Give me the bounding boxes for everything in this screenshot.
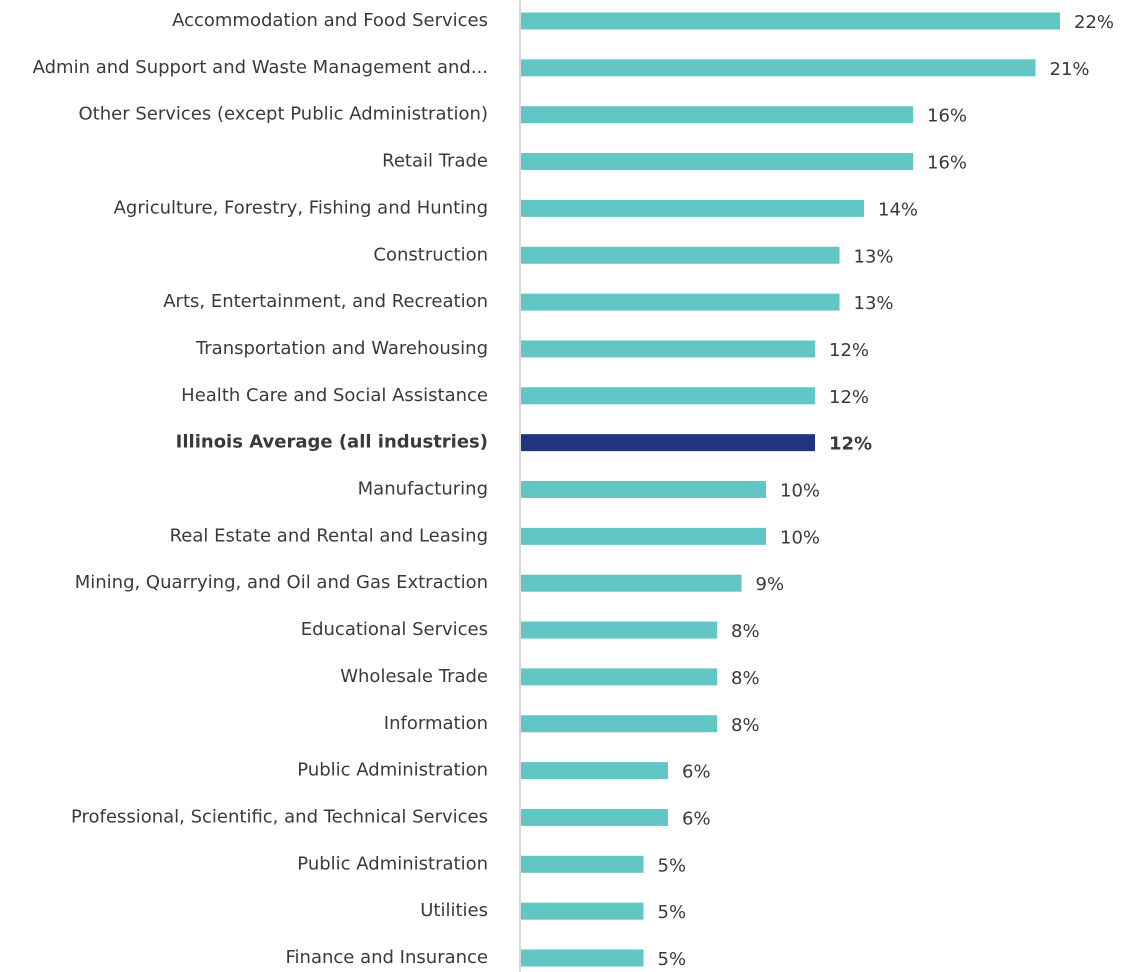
category-label: Health Care and Social Assistance [181, 385, 488, 406]
bar [521, 481, 766, 498]
value-label: 5% [658, 902, 687, 923]
bar [521, 855, 644, 873]
value-label: 16% [927, 153, 967, 174]
category-label: Public Administration [297, 853, 488, 874]
bar [521, 199, 864, 217]
category-label: Manufacturing [358, 479, 488, 500]
bar [521, 808, 668, 826]
value-label: 12% [829, 387, 869, 408]
value-label: 5% [658, 855, 687, 876]
category-label: Mining, Quarrying, and Oil and Gas Extra… [75, 572, 488, 593]
category-label: Illinois Average (all industries) [176, 432, 488, 453]
category-label: Construction [373, 244, 488, 265]
category-label: Professional, Scientific, and Technical … [71, 806, 488, 827]
bar [521, 574, 742, 592]
category-label: Finance and Insurance [286, 947, 488, 968]
category-label: Information [384, 713, 488, 734]
category-label: Arts, Entertainment, and Recreation [163, 291, 488, 312]
bar [521, 715, 717, 733]
value-label: 8% [731, 621, 760, 642]
bar [521, 527, 766, 545]
bar [521, 668, 717, 686]
value-label: 5% [658, 949, 687, 970]
value-label: 22% [1074, 12, 1114, 33]
value-label: 13% [854, 246, 894, 267]
category-label: Other Services (except Public Administra… [79, 104, 488, 125]
value-label: 13% [854, 293, 894, 314]
value-label: 10% [780, 481, 820, 502]
value-label: 9% [756, 574, 785, 595]
bar [521, 434, 815, 452]
category-label: Accommodation and Food Services [172, 10, 488, 31]
value-label: 10% [780, 527, 820, 548]
category-label: Real Estate and Rental and Leasing [170, 525, 488, 546]
value-label: 8% [731, 715, 760, 736]
bar [521, 762, 668, 780]
value-label: 16% [927, 106, 967, 127]
bar [521, 902, 644, 920]
value-label: 6% [682, 808, 711, 829]
bar [521, 387, 815, 405]
category-label: Transportation and Warehousing [195, 338, 488, 359]
category-label: Admin and Support and Waste Management a… [33, 57, 488, 78]
category-label: Wholesale Trade [340, 666, 488, 687]
bar [521, 949, 644, 967]
value-label: 12% [829, 340, 869, 361]
bar [521, 106, 913, 124]
bar [521, 59, 1036, 77]
category-label: Agriculture, Forestry, Fishing and Hunti… [114, 197, 488, 218]
value-label: 12% [829, 434, 872, 455]
value-label: 6% [682, 762, 711, 783]
bar [521, 621, 717, 639]
value-label: 8% [731, 668, 760, 689]
category-label: Utilities [420, 900, 488, 921]
bar [521, 246, 840, 264]
value-label: 21% [1050, 59, 1090, 80]
value-label: 14% [878, 199, 918, 220]
bar [521, 153, 913, 171]
category-label: Public Administration [297, 760, 488, 781]
category-label: Retail Trade [382, 151, 488, 172]
category-label: Educational Services [301, 619, 488, 640]
bar [521, 340, 815, 358]
bar [521, 12, 1060, 30]
bar [521, 293, 840, 311]
